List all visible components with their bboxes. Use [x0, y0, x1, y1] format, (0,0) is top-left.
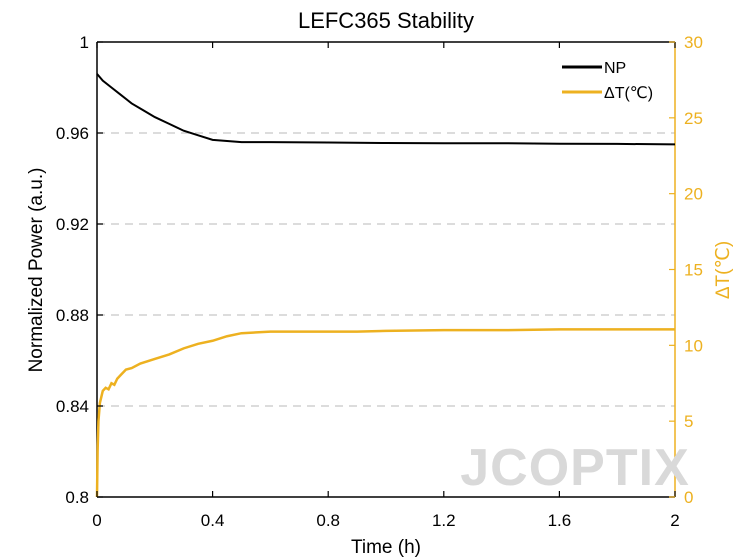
x-tick-label: 1.2	[432, 511, 456, 530]
y-right-tick-label: 15	[684, 261, 703, 280]
chart-title: LEFC365 Stability	[298, 8, 474, 33]
legend-label-delta-t: ΔT(℃)	[604, 85, 653, 102]
x-tick-label: 2	[670, 511, 679, 530]
y-left-tick-label: 0.88	[56, 306, 89, 325]
series-line-delta-t	[95, 328, 675, 498]
x-tick-label: 0.4	[201, 511, 225, 530]
y-left-tick-label: 0.96	[56, 124, 89, 143]
watermark-logo: JCOPTIX	[460, 439, 690, 497]
y-right-tick-label: 10	[684, 336, 703, 355]
y-left-axis-label: Normalized Power (a.u.)	[26, 168, 47, 373]
x-tick-label: 0.8	[316, 511, 340, 530]
y-right-tick-label: 25	[684, 109, 703, 128]
y-left-axis-ticks: 0.8 0.84 0.88 0.92 0.96 1	[56, 33, 103, 507]
y-right-tick-label: 20	[684, 185, 703, 204]
x-tick-label: 0	[92, 511, 101, 530]
y-right-tick-label: 30	[684, 33, 703, 52]
legend: NP ΔT(℃)	[562, 60, 653, 102]
plot-frame	[96, 41, 676, 498]
series-line-np	[96, 73, 676, 146]
y-right-tick-label: 0	[684, 488, 693, 507]
y-left-tick-label: 0.92	[56, 215, 89, 234]
legend-label-np: NP	[604, 60, 626, 77]
y-right-axis-label: ΔT(℃)	[713, 241, 734, 299]
x-tick-label: 1.6	[548, 511, 572, 530]
y-left-tick-label: 1	[80, 33, 89, 52]
y-right-tick-label: 5	[684, 412, 693, 431]
x-axis-label: Time (h)	[351, 537, 421, 558]
x-axis-ticks: 0 0.4 0.8 1.2 1.6 2	[92, 42, 680, 530]
y-right-axis-ticks: 0 5 10 15 20 25 30	[669, 33, 703, 507]
y-left-tick-label: 0.8	[65, 488, 89, 507]
gridlines	[97, 132, 675, 407]
y-left-tick-label: 0.84	[56, 397, 89, 416]
